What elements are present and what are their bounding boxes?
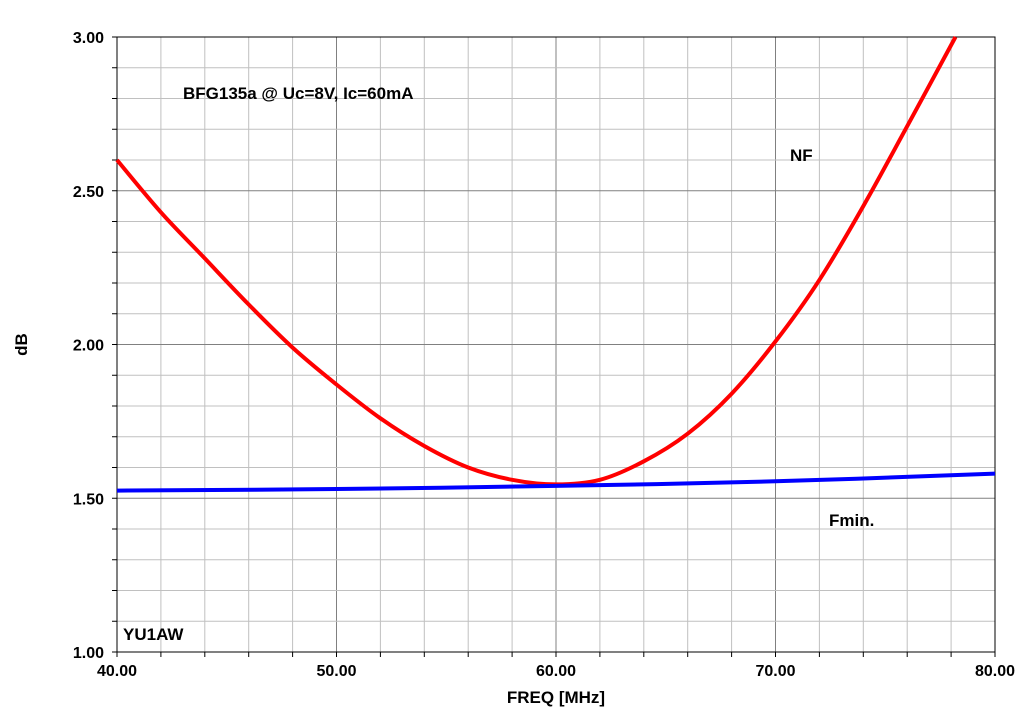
series-line-nf	[117, 37, 956, 484]
y-tick-label: 1.50	[73, 491, 104, 508]
x-axis-title: FREQ [MHz]	[507, 688, 605, 707]
x-tick-label: 40.00	[97, 663, 137, 680]
y-tick-label: 3.00	[73, 30, 104, 47]
x-tick-label: 80.00	[975, 663, 1015, 680]
y-axis-title: dB	[12, 333, 31, 356]
grid	[117, 37, 995, 652]
y-tick-labels: 1.00 1.50 2.00 2.50 3.00	[73, 30, 104, 662]
author-annotation: YU1AW	[123, 625, 184, 644]
y-tick-label: 1.00	[73, 645, 104, 662]
y-tick-label: 2.50	[73, 184, 104, 201]
axis-ticks	[112, 37, 995, 657]
x-tick-labels: 40.00 50.00 60.00 70.00 80.00	[97, 663, 1015, 680]
x-tick-label: 50.00	[316, 663, 356, 680]
x-tick-label: 70.00	[755, 663, 795, 680]
y-tick-label: 2.00	[73, 338, 104, 355]
x-tick-label: 60.00	[536, 663, 576, 680]
fmin-series-label: Fmin.	[829, 511, 874, 530]
nf-series-label: NF	[790, 146, 813, 165]
device-annotation: BFG135a @ Uc=8V, Ic=60mA	[183, 84, 413, 103]
